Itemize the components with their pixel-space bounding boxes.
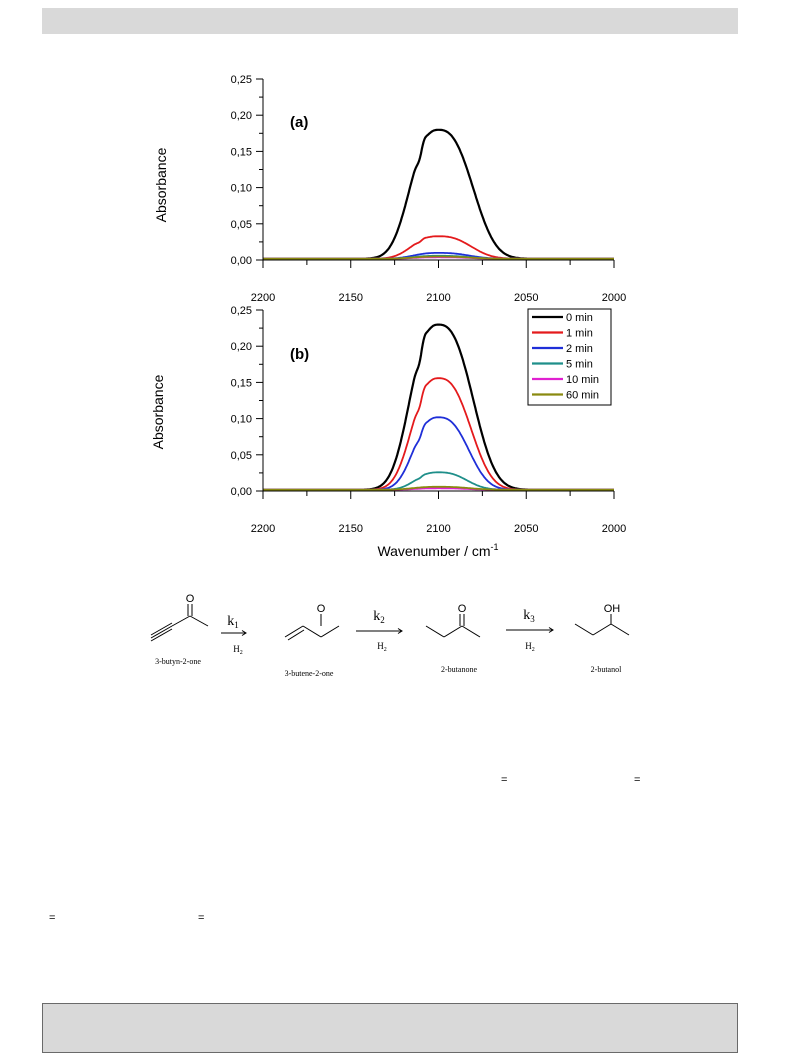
x-tick-label-a: 2100 xyxy=(426,292,450,304)
compound-name-4: 2-butanol xyxy=(591,665,622,674)
legend-label-3: 5 min xyxy=(566,359,593,371)
y-tick-label-b: 0,05 xyxy=(231,450,252,462)
molecule-2-butanol xyxy=(574,614,630,636)
panel-label-a: (a) xyxy=(290,114,308,131)
rate-k2: k2 xyxy=(373,609,385,625)
header-bar xyxy=(42,8,738,34)
atom-o-3: O xyxy=(458,603,467,615)
x-tick-label-b: 2050 xyxy=(514,523,538,535)
reaction-scheme xyxy=(150,604,630,642)
x-tick-label-a: 2000 xyxy=(602,292,626,304)
y-tick-label-b: 0,00 xyxy=(231,486,252,498)
legend-label-0: 0 min xyxy=(566,312,593,324)
y-tick-label-a: 0,15 xyxy=(231,146,252,158)
legend-label-1: 1 min xyxy=(566,328,593,340)
equals-mark-1: = xyxy=(501,774,508,786)
x-tick-label-b: 2000 xyxy=(602,523,626,535)
reagent-h2-3: H2 xyxy=(525,641,535,653)
y-tick-label-a: 0,20 xyxy=(231,110,252,122)
series-line-a-0 xyxy=(262,128,615,260)
atom-o-2: O xyxy=(317,603,326,615)
series-line-b-5 xyxy=(262,485,614,491)
x-axis-title-b: Wavenumber / cm-1 xyxy=(377,542,498,559)
y-axis-title-a: Absorbance xyxy=(153,147,169,222)
legend-label-5: 60 min xyxy=(566,390,599,402)
equals-mark-2: = xyxy=(634,774,641,786)
x-tick-label-b: 2150 xyxy=(339,523,363,535)
compound-name-2: 3-butene-2-one xyxy=(285,669,334,678)
y-axis-title-b: Absorbance xyxy=(150,374,166,449)
molecule-3-butene-2-one xyxy=(284,614,340,641)
legend-label-4: 10 min xyxy=(566,374,599,386)
y-tick-label-b: 0,25 xyxy=(231,305,252,317)
arrow-1 xyxy=(221,630,247,636)
reagent-h2-2: H2 xyxy=(377,641,387,653)
equals-mark-4: = xyxy=(198,912,205,924)
x-tick-label-b: 2200 xyxy=(251,523,275,535)
molecule-2-butanone xyxy=(425,614,481,638)
x-tick-label-a: 2200 xyxy=(251,292,275,304)
legend-box xyxy=(527,308,612,406)
x-tick-label-a: 2050 xyxy=(514,292,538,304)
panel-label-b: (b) xyxy=(290,346,309,363)
panel-a: 0,00 0,05 0,10 0,15 0,20 0,25 2200 2150 2100 2050… xyxy=(153,74,626,304)
x-tick-label-a: 2150 xyxy=(339,292,363,304)
molecule-3-butyn-2-one xyxy=(150,604,209,642)
arrow-2 xyxy=(356,628,403,634)
panel-b: 0,00 0,05 0,10 0,15 0,20 0,25 2200 2150 2100 2050… xyxy=(150,305,626,559)
atom-oh: OH xyxy=(604,603,621,615)
series-line-a-5 xyxy=(262,255,614,260)
y-tick-label-b: 0,20 xyxy=(231,341,252,353)
y-tick-label-a: 0,00 xyxy=(231,255,252,267)
atom-o-1: O xyxy=(186,593,195,605)
series-line-b-2 xyxy=(262,416,614,491)
equals-mark-3: = xyxy=(49,912,56,924)
y-tick-label-b: 0,15 xyxy=(231,377,252,389)
y-tick-label-b: 0,10 xyxy=(231,414,252,426)
y-tick-label-a: 0,10 xyxy=(231,183,252,195)
x-tick-label-b: 2100 xyxy=(426,523,450,535)
footer-box xyxy=(42,1003,738,1053)
rate-k3: k3 xyxy=(523,608,535,624)
compound-name-3: 2-butanone xyxy=(441,665,477,674)
compound-name-1: 3-butyn-2-one xyxy=(155,657,201,666)
y-tick-label-a: 0,25 xyxy=(231,74,252,86)
reagent-h2-1: H2 xyxy=(233,644,243,656)
rate-k1: k1 xyxy=(227,614,239,630)
reaction-scheme-labels: O O O OH k1 H2 k2 H2 k3 H2 3-butyn-2-one… xyxy=(155,593,622,678)
y-tick-label-a: 0,05 xyxy=(231,219,252,231)
arrow-3 xyxy=(506,627,554,633)
legend-label-2: 2 min xyxy=(566,343,593,355)
legend: 0 min 1 min 2 min 5 min 10 min 60 min xyxy=(527,308,612,406)
